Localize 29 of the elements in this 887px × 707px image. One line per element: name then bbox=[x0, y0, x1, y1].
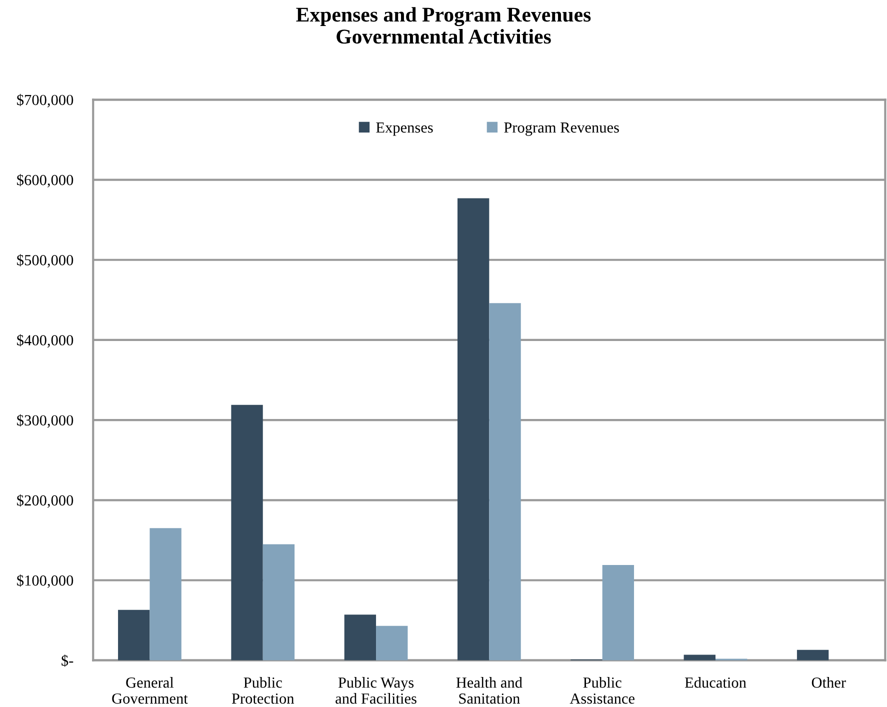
x-tick-label: Other bbox=[812, 677, 846, 688]
x-tick-label: Health and Sanitation bbox=[456, 677, 522, 704]
bar bbox=[684, 654, 716, 660]
bar bbox=[796, 650, 829, 660]
y-tick-label: $700,000 bbox=[17, 94, 74, 108]
legend-label: Program Revenues bbox=[504, 122, 619, 136]
bar bbox=[344, 614, 376, 660]
x-tick-label: Public Protection bbox=[232, 677, 294, 704]
bar bbox=[231, 404, 263, 660]
x-tick-label: Public Ways and Facilities bbox=[336, 677, 416, 704]
y-tick-label: $100,000 bbox=[17, 574, 74, 588]
y-tick-label: $200,000 bbox=[17, 494, 74, 508]
bar bbox=[457, 198, 490, 660]
y-tick-label: $500,000 bbox=[17, 254, 74, 268]
x-tick-label: General Government bbox=[112, 677, 188, 704]
x-tick-label: Education bbox=[684, 677, 746, 688]
bar bbox=[376, 626, 408, 660]
y-tick-label: $600,000 bbox=[17, 174, 74, 188]
y-tick-label: $300,000 bbox=[17, 414, 74, 428]
legend-label: Expenses bbox=[376, 122, 433, 136]
bar bbox=[262, 544, 295, 660]
x-tick-label: Public Assistance bbox=[570, 677, 634, 704]
bar bbox=[118, 610, 150, 660]
bar bbox=[150, 528, 182, 660]
chart-title: Expenses and Program Revenues Governmental Activities bbox=[296, 7, 591, 44]
y-tick-label: $- bbox=[62, 654, 74, 667]
bar bbox=[489, 303, 521, 660]
y-tick-label: $400,000 bbox=[17, 334, 74, 348]
bar bbox=[602, 565, 634, 660]
